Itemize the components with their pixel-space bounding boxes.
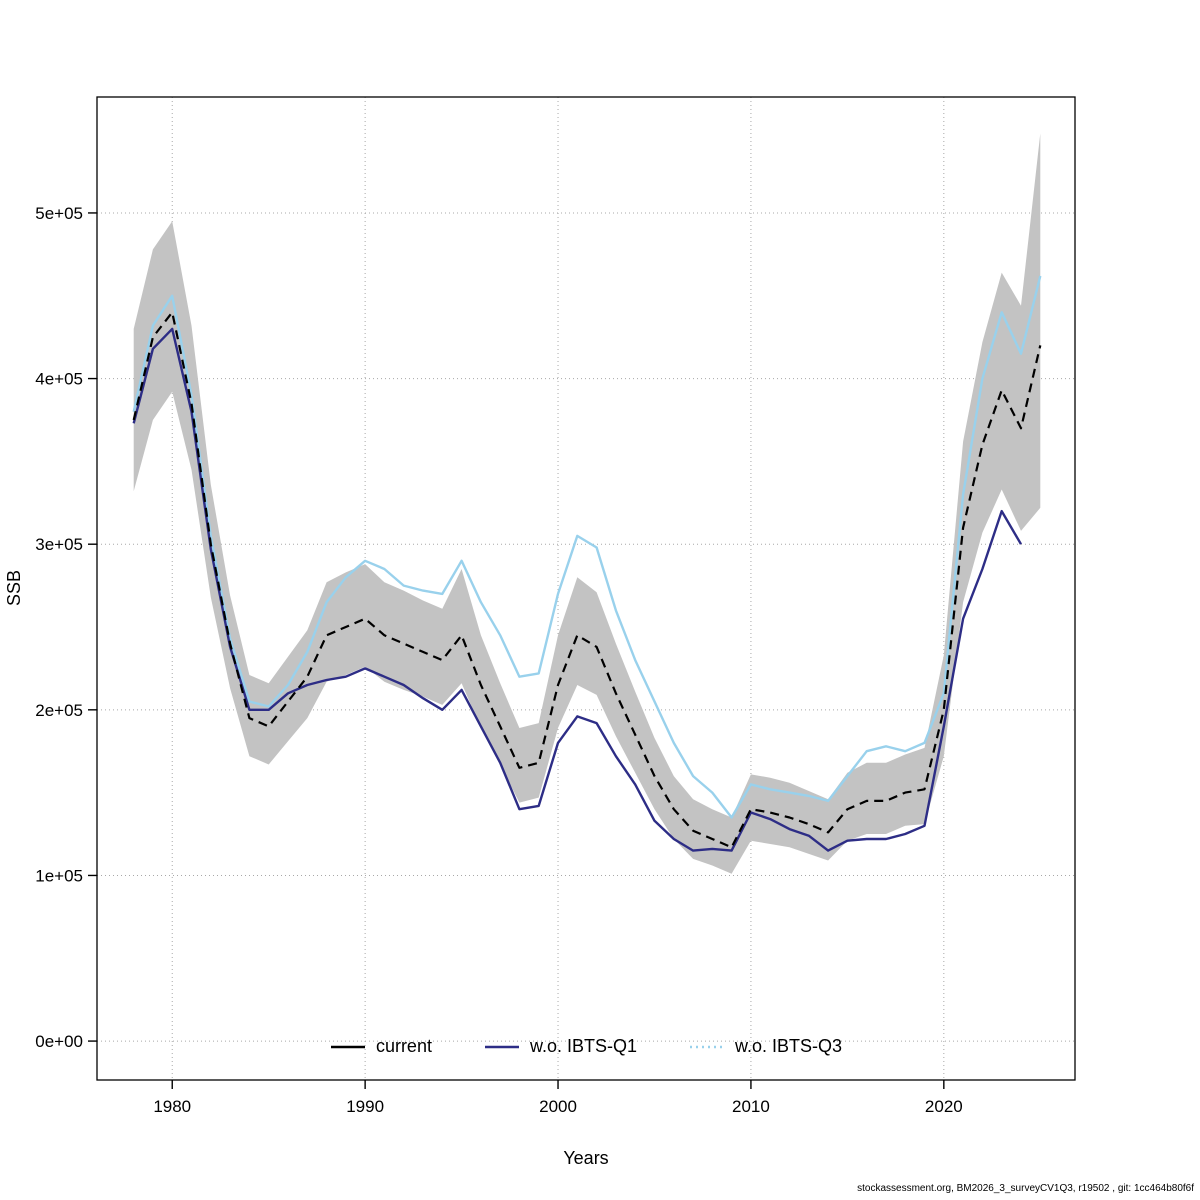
svg-text:2020: 2020 xyxy=(925,1097,963,1116)
svg-text:4e+05: 4e+05 xyxy=(35,370,83,389)
svg-text:1e+05: 1e+05 xyxy=(35,866,83,885)
svg-text:5e+05: 5e+05 xyxy=(35,204,83,223)
y-axis-label: SSB xyxy=(4,570,24,606)
svg-text:0e+00: 0e+00 xyxy=(35,1032,83,1051)
svg-text:1990: 1990 xyxy=(346,1097,384,1116)
footer-citation: stockassessment.org, BM2026_3_surveyCV1Q… xyxy=(857,1183,1194,1194)
svg-text:2e+05: 2e+05 xyxy=(35,701,83,720)
svg-text:2000: 2000 xyxy=(539,1097,577,1116)
svg-text:3e+05: 3e+05 xyxy=(35,535,83,554)
svg-text:1980: 1980 xyxy=(153,1097,191,1116)
x-axis-label: Years xyxy=(563,1148,608,1168)
svg-text:2010: 2010 xyxy=(732,1097,770,1116)
